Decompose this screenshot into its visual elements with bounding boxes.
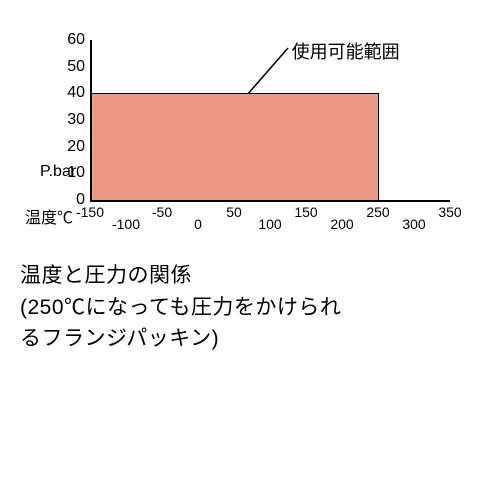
y-tick-label: 40 <box>67 84 85 102</box>
x-axis-title: 温度℃ <box>25 204 73 228</box>
x-tick-label: 350 <box>438 204 461 220</box>
x-tick-label: 0 <box>194 216 202 232</box>
x-tick-label: 300 <box>402 216 425 232</box>
x-tick-label: 100 <box>258 216 281 232</box>
x-tick-label: 200 <box>330 216 353 232</box>
caption-line: るフランジパッキン) <box>20 323 480 355</box>
caption-line: 温度と圧力の関係 <box>20 260 480 292</box>
caption-line: (250℃になっても圧力をかけられ <box>20 292 480 324</box>
x-tick-label: -50 <box>152 204 172 220</box>
y-axis-title: P.bar <box>40 163 76 181</box>
x-tick-label: -150 <box>76 204 104 220</box>
y-tick-label: 30 <box>67 111 85 129</box>
figure-container: 使用可能範囲 0102030405060 -150-100-5005010015… <box>20 40 480 355</box>
x-tick-label: -100 <box>112 216 140 232</box>
caption: 温度と圧力の関係 (250℃になっても圧力をかけられ るフランジパッキン) <box>20 260 480 355</box>
x-tick-label: 150 <box>294 204 317 220</box>
y-axis <box>90 40 92 200</box>
chart-area: 使用可能範囲 0102030405060 -150-100-5005010015… <box>20 40 460 240</box>
x-tick-label: 50 <box>226 204 242 220</box>
x-axis <box>90 200 450 202</box>
y-tick-label: 20 <box>67 138 85 156</box>
y-tick-label: 60 <box>67 31 85 49</box>
x-tick-label: 250 <box>366 204 389 220</box>
y-tick-label: 50 <box>67 58 85 76</box>
